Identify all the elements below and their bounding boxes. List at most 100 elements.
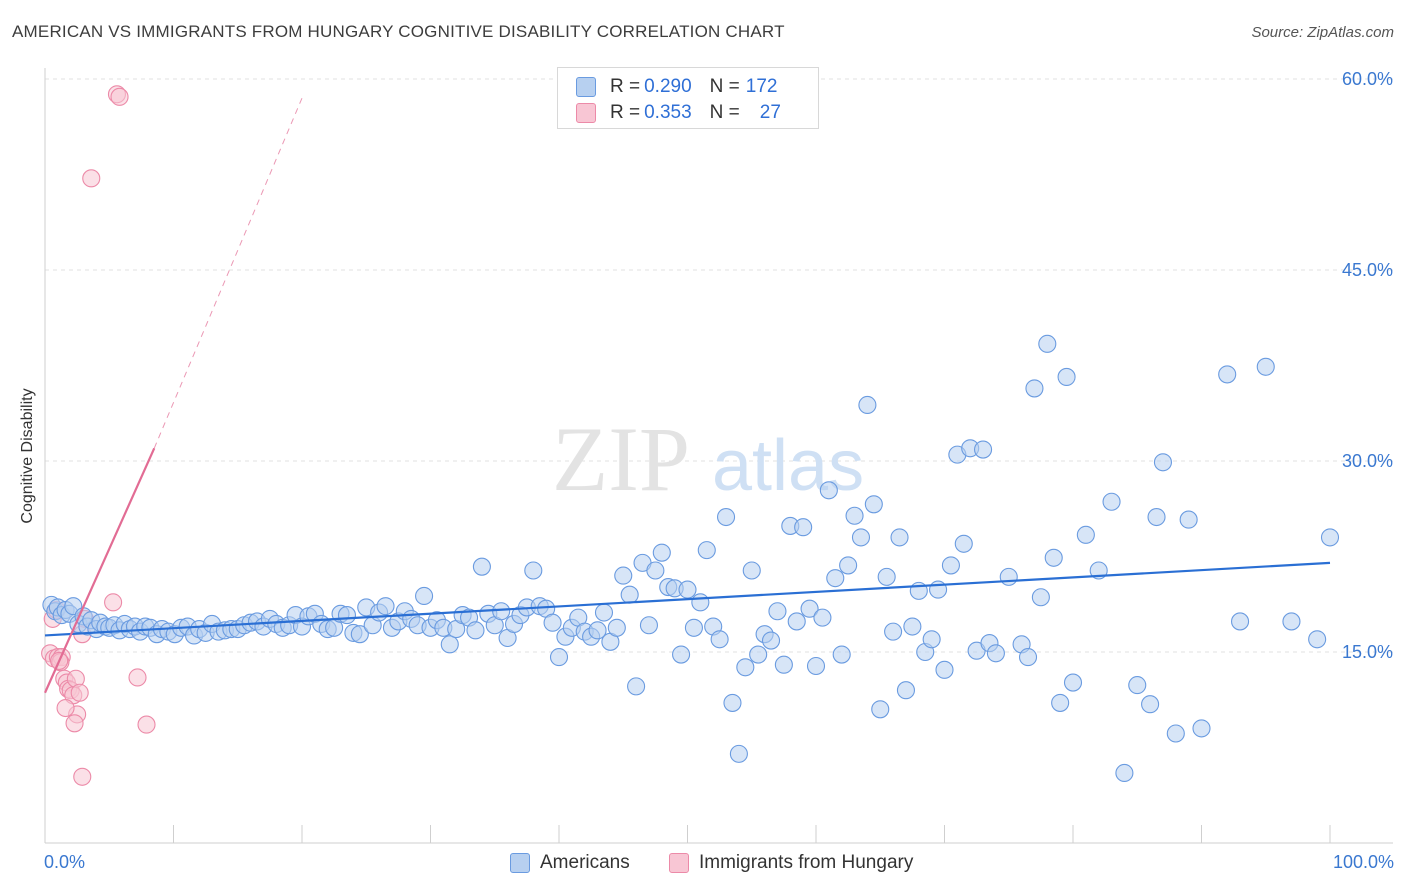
americans-point — [1115, 763, 1134, 783]
americans-point — [1141, 695, 1160, 714]
americans-point — [1076, 525, 1095, 544]
y-tick-label: 15.0% — [1342, 642, 1393, 662]
americans-point — [768, 602, 787, 621]
americans-point — [1051, 693, 1070, 712]
hungary-legend-label: Immigrants from Hungary — [699, 852, 914, 873]
gridlines — [45, 78, 1393, 653]
americans-point — [691, 593, 710, 612]
watermark-atlas: atlas — [712, 426, 864, 506]
americans-point — [1153, 453, 1172, 472]
americans-point — [652, 543, 671, 562]
americans-point — [1320, 528, 1340, 547]
americans-point — [627, 677, 646, 696]
americans-point — [871, 700, 890, 719]
americans-point — [896, 681, 916, 700]
americans-point — [678, 580, 697, 599]
americans-point — [1192, 719, 1211, 738]
americans-point — [864, 495, 883, 514]
americans-point — [337, 606, 357, 625]
americans-n-label: N = — [709, 76, 740, 97]
americans-point — [1063, 673, 1083, 692]
hungary-trend-line — [43, 447, 156, 694]
americans-point — [1282, 612, 1301, 631]
americans-point — [851, 528, 871, 547]
hungary-r-value: 0.353 — [644, 102, 692, 123]
americans-point — [903, 617, 922, 636]
hungary-point — [70, 683, 89, 702]
watermark: ZIP atlas — [552, 408, 864, 510]
americans-point — [710, 630, 729, 649]
americans-point — [543, 613, 562, 632]
americans-swatch — [576, 77, 596, 97]
americans-point — [549, 648, 569, 667]
americans-point — [1057, 367, 1076, 387]
hungary-point — [128, 668, 147, 687]
americans-point — [440, 635, 459, 654]
americans-point — [672, 645, 691, 664]
americans-point — [415, 586, 434, 606]
americans-point — [1147, 507, 1166, 527]
chart-title: AMERICAN VS IMMIGRANTS FROM HUNGARY COGN… — [12, 22, 785, 41]
hungary-point — [110, 87, 129, 106]
americans-point — [697, 541, 716, 560]
y-tick-label: 30.0% — [1342, 451, 1393, 471]
americans-legend-label: Americans — [540, 852, 630, 873]
americans-point — [614, 566, 633, 585]
hungary-n-label: N = — [709, 102, 740, 123]
americans-point — [922, 630, 941, 649]
x-tick-label-max: 100.0% — [1332, 852, 1394, 872]
hungary-swatch — [576, 103, 596, 123]
americans-point — [1025, 379, 1044, 398]
americans-point — [1044, 548, 1063, 567]
americans-point — [890, 528, 909, 547]
americans-point — [1308, 630, 1327, 649]
americans-point — [684, 618, 703, 637]
americans-point — [736, 658, 755, 677]
legend-row-americans: R = 0.290 N = 172 — [576, 75, 777, 99]
hungary-point — [137, 715, 156, 734]
hungary-point — [82, 169, 101, 188]
americans-r-value: 0.290 — [644, 76, 692, 97]
americans-point — [800, 599, 819, 618]
hungary-point — [73, 767, 92, 786]
y-tick-labels: 15.0% 30.0% 45.0% 60.0% — [1342, 69, 1393, 662]
americans-point — [1038, 334, 1057, 353]
americans-point — [999, 567, 1018, 586]
americans-point — [845, 506, 864, 525]
americans-r-label: R = — [610, 76, 641, 97]
americans-point — [774, 655, 793, 674]
americans-point — [607, 618, 626, 637]
americans-point — [877, 567, 896, 586]
americans-point — [986, 644, 1005, 663]
americans-point — [973, 440, 993, 459]
americans-point — [761, 631, 781, 650]
americans-point — [742, 561, 761, 580]
americans-point — [858, 395, 877, 415]
americans-point — [1166, 724, 1185, 743]
americans-point — [813, 608, 832, 627]
americans-point — [1179, 510, 1198, 529]
axes — [44, 68, 1393, 844]
hungary-r-label: R = — [610, 102, 641, 123]
americans-point — [594, 603, 614, 622]
watermark-zip: ZIP — [552, 408, 690, 510]
americans-point — [620, 585, 639, 604]
americans-point — [639, 616, 659, 635]
americans-point — [1218, 365, 1237, 384]
americans-point — [723, 693, 742, 712]
hungary-point — [104, 593, 123, 612]
americans-point — [472, 557, 491, 576]
x-tick-label-min: 0.0% — [44, 852, 86, 872]
americans-point — [466, 621, 485, 640]
americans-point — [1018, 648, 1038, 667]
americans-point — [1102, 492, 1121, 511]
americans-point — [1256, 357, 1275, 376]
americans-point — [826, 569, 845, 588]
americans-point — [646, 561, 665, 580]
americans-point — [716, 507, 736, 527]
americans-point — [832, 645, 851, 664]
americans-point — [1031, 588, 1050, 607]
americans-point — [376, 597, 395, 616]
trend-lines — [43, 97, 1331, 694]
